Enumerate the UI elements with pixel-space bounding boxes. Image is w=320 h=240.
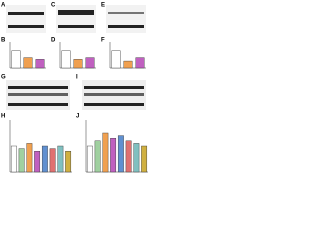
bar	[23, 57, 33, 69]
bar	[110, 137, 117, 173]
bar	[61, 50, 71, 69]
bar	[35, 59, 45, 69]
bar	[133, 143, 140, 173]
blot-a	[6, 5, 46, 33]
band	[84, 103, 144, 106]
band	[8, 86, 68, 89]
band	[58, 25, 94, 28]
bar	[18, 148, 25, 173]
panel-letter: B	[1, 38, 6, 44]
panel-letter: I	[76, 75, 78, 81]
bar	[102, 132, 109, 173]
panel-letter: A	[1, 3, 6, 9]
panel-letter: D	[51, 38, 56, 44]
bar	[125, 140, 132, 173]
bar	[117, 135, 124, 173]
band	[8, 103, 68, 106]
band	[108, 25, 144, 28]
panel-letter: E	[101, 3, 105, 9]
band	[8, 25, 44, 28]
bar	[65, 150, 72, 173]
bar	[49, 148, 56, 173]
bar	[123, 60, 133, 69]
band	[84, 86, 144, 89]
bar	[10, 145, 17, 173]
bar	[26, 143, 33, 173]
blot-c	[56, 5, 96, 33]
panel-letter: J	[76, 114, 79, 120]
bar	[34, 150, 41, 173]
bar	[73, 59, 83, 69]
blots	[6, 5, 146, 110]
band	[8, 12, 44, 15]
panel-letter: H	[1, 114, 5, 120]
bar	[41, 145, 48, 173]
bar	[85, 57, 95, 69]
panel-letter: F	[101, 38, 105, 44]
bar	[86, 145, 93, 173]
bar	[57, 145, 64, 173]
band	[58, 10, 94, 15]
band	[8, 93, 68, 96]
bar	[141, 145, 148, 173]
panel-letter: G	[1, 75, 6, 81]
band	[108, 12, 144, 14]
bar	[94, 140, 101, 173]
bar	[135, 57, 145, 69]
blot-e	[106, 5, 146, 33]
figure: A C E B D F G I H J	[1, 3, 148, 173]
band	[84, 93, 144, 96]
bar	[111, 50, 121, 69]
panel-letter: C	[51, 3, 56, 9]
bar	[11, 50, 21, 69]
